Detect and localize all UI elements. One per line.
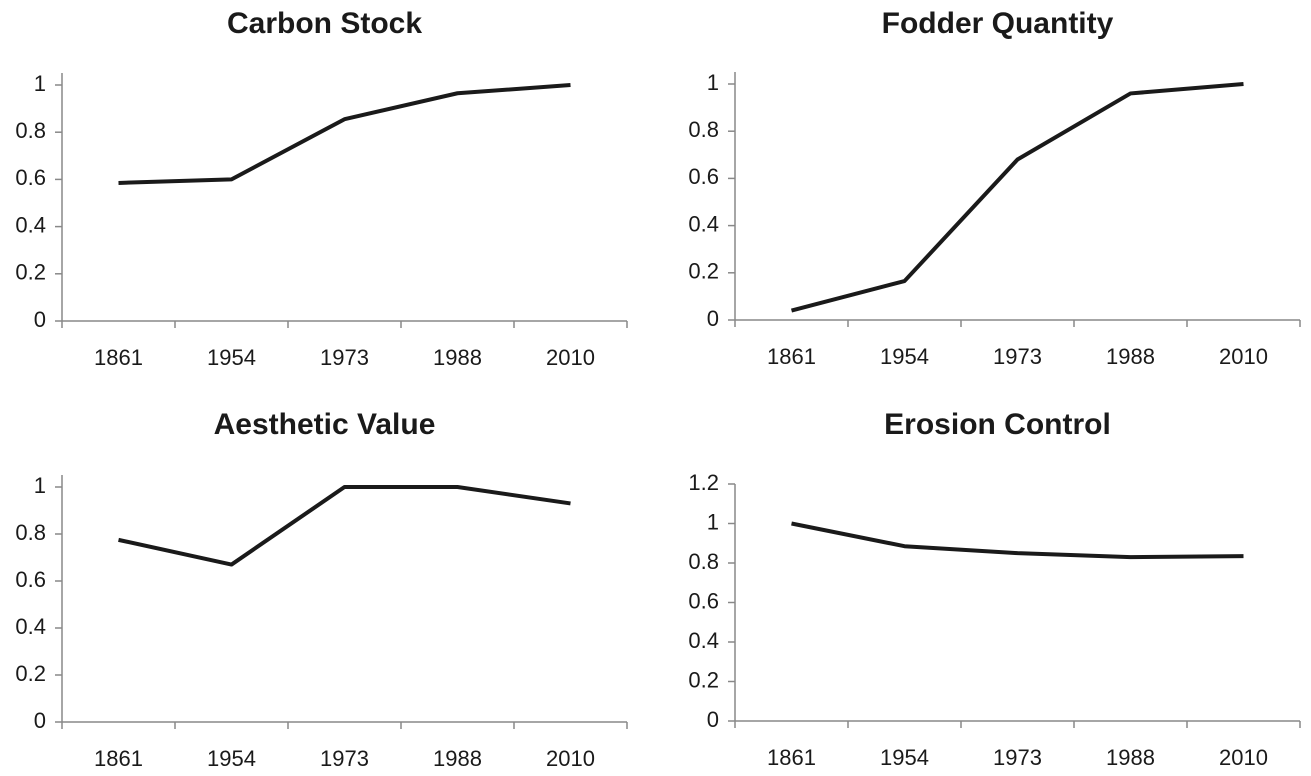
y-tick-label: 0 — [707, 306, 719, 331]
y-tick-label: 0 — [707, 707, 719, 732]
line — [118, 485, 571, 567]
x-tick-label: 2010 — [546, 746, 595, 771]
x-tick-label: 1861 — [94, 345, 143, 370]
y-tick-label: 0.8 — [15, 520, 46, 545]
y-tick-label: 1 — [707, 509, 719, 534]
chart-title: Aesthetic Value — [214, 408, 436, 441]
y-tick-label: 0.8 — [688, 549, 719, 574]
x-tick-label: 1954 — [880, 344, 929, 369]
y-tick-label: 1 — [34, 473, 46, 498]
y-tick-label: 0.8 — [15, 118, 46, 143]
x-tick-label: 1988 — [433, 345, 482, 370]
x-tick-label: 2010 — [546, 345, 595, 370]
y-tick-label: 1 — [34, 71, 46, 96]
x-tick-label: 1973 — [320, 345, 369, 370]
x-tick-label: 1861 — [94, 746, 143, 771]
y-tick-label: 1.2 — [688, 470, 719, 495]
line — [118, 83, 571, 185]
x-tick-label: 1988 — [433, 746, 482, 771]
y-tick-label: 0 — [34, 708, 46, 733]
y-tick-label: 0.4 — [15, 212, 46, 237]
y-tick-label: 1 — [707, 70, 719, 95]
y-tick-label: 0.6 — [688, 164, 719, 189]
line — [790, 82, 1244, 313]
y-tick-label: 0.4 — [15, 614, 46, 639]
x-tick-label: 1988 — [1106, 344, 1155, 369]
x-tick-label: 1973 — [993, 344, 1042, 369]
x-tick-label: 1973 — [993, 745, 1042, 770]
x-tick-label: 1973 — [320, 746, 369, 771]
y-tick-label: 0.6 — [688, 588, 719, 613]
chart-title: Erosion Control — [884, 408, 1111, 441]
x-tick-label: 1954 — [207, 746, 256, 771]
y-tick-label: 0.2 — [688, 259, 719, 284]
y-tick-label: 0.8 — [688, 117, 719, 142]
chart-title: Fodder Quantity — [882, 7, 1114, 40]
x-tick-label: 2010 — [1219, 745, 1268, 770]
y-tick-label: 0.4 — [688, 211, 719, 236]
line — [791, 521, 1244, 560]
y-tick-label: 0.2 — [15, 661, 46, 686]
x-tick-label: 1861 — [767, 344, 816, 369]
y-tick-label: 0.6 — [15, 165, 46, 190]
y-tick-label: 0.6 — [15, 567, 46, 592]
y-tick-label: 0 — [34, 307, 46, 332]
x-tick-label: 1861 — [767, 745, 816, 770]
chart-title: Carbon Stock — [227, 7, 422, 40]
y-tick-label: 0.4 — [688, 628, 719, 653]
x-tick-label: 2010 — [1219, 344, 1268, 369]
x-tick-label: 1954 — [207, 345, 256, 370]
x-tick-label: 1988 — [1106, 745, 1155, 770]
x-tick-label: 1954 — [880, 745, 929, 770]
y-tick-label: 0.2 — [15, 260, 46, 285]
y-tick-label: 0.2 — [688, 667, 719, 692]
